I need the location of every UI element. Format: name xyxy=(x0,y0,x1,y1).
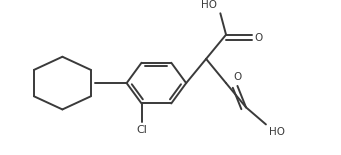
Text: Cl: Cl xyxy=(136,125,147,135)
Text: HO: HO xyxy=(202,0,218,11)
Text: HO: HO xyxy=(269,127,285,137)
Text: O: O xyxy=(233,72,241,82)
Text: O: O xyxy=(254,33,263,42)
